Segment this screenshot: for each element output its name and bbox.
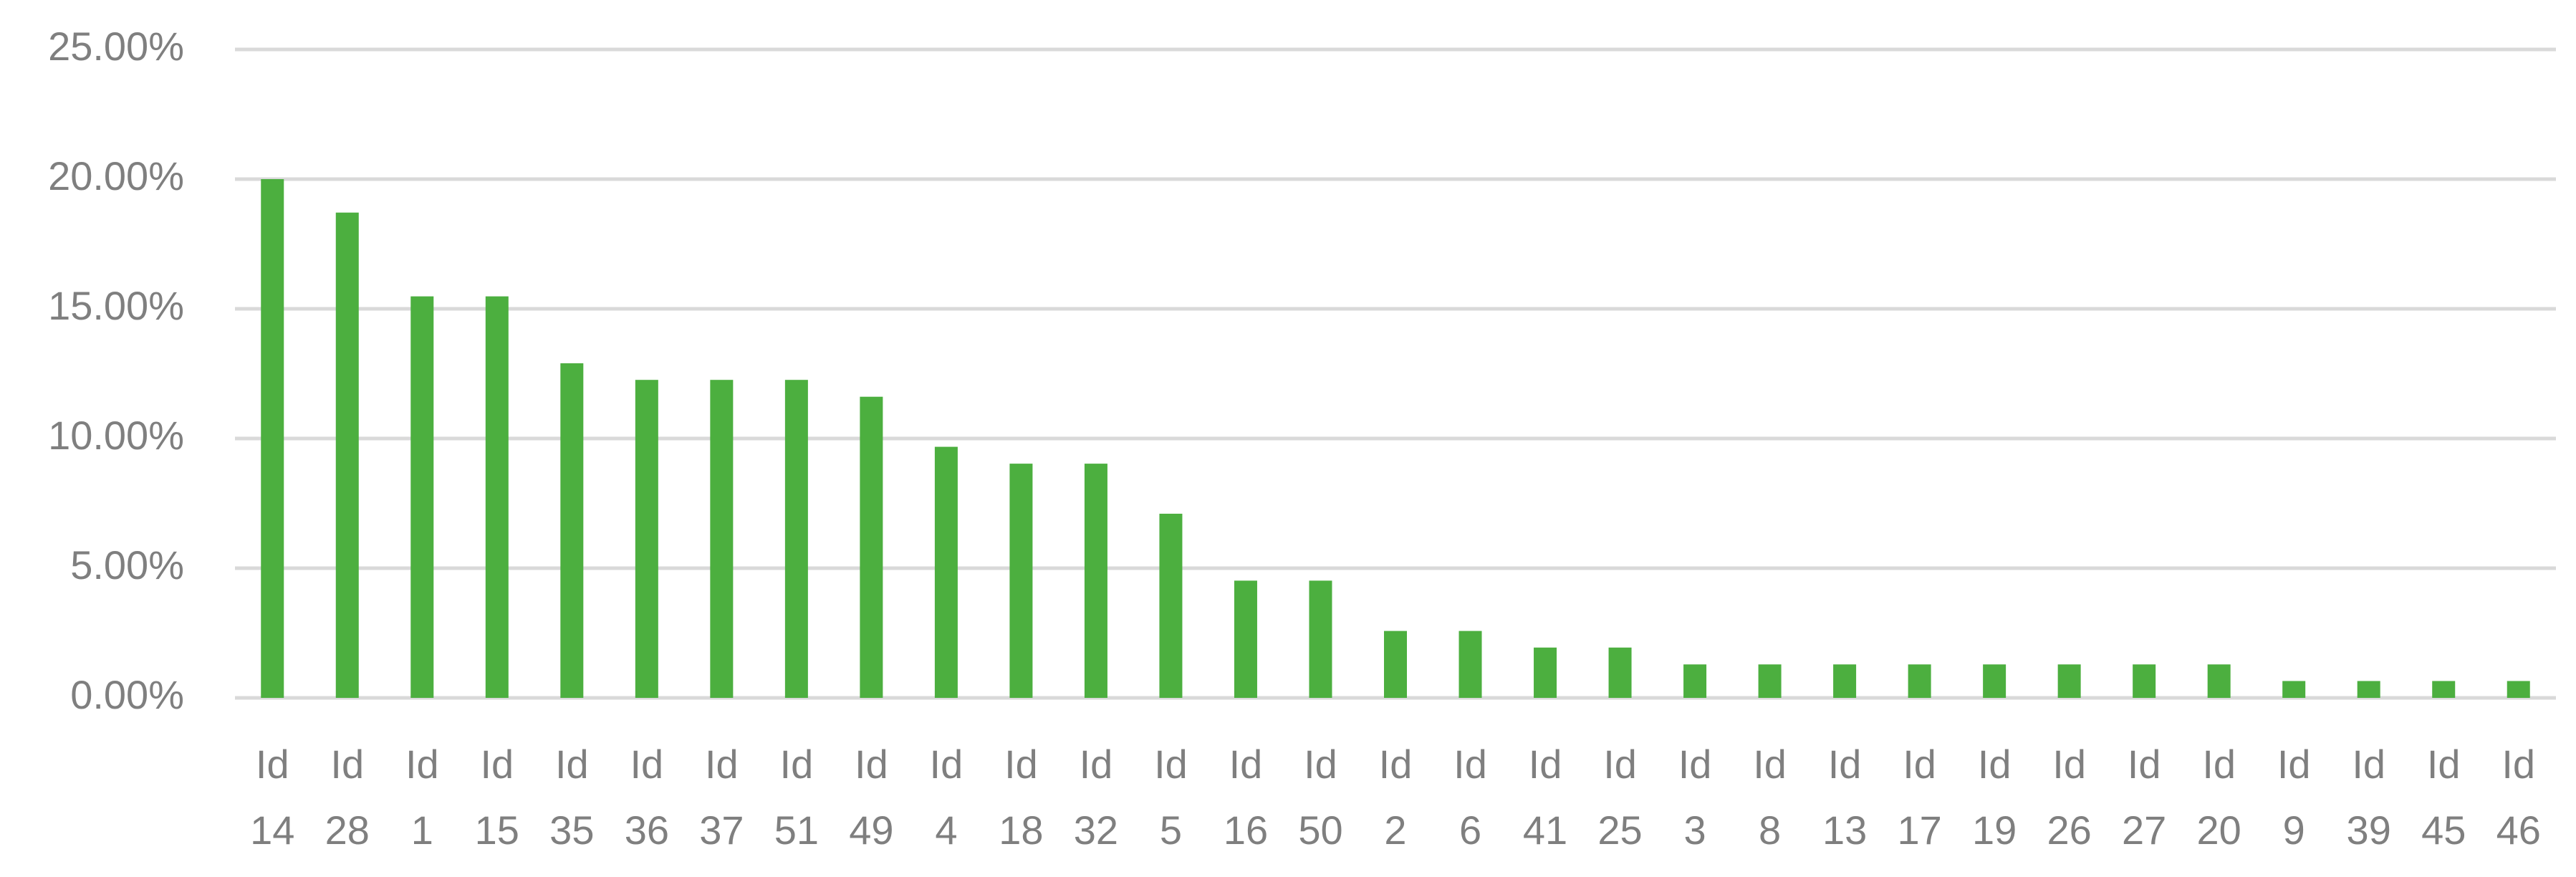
bar — [1534, 647, 1557, 698]
bar — [1683, 664, 1707, 698]
y-tick-label: 20.00% — [48, 153, 184, 198]
x-tick-label: Id 36 — [625, 742, 669, 853]
bar — [1983, 664, 2007, 698]
bar — [1159, 513, 1183, 698]
x-tick-label: Id 46 — [2496, 742, 2541, 853]
bar — [2282, 681, 2306, 698]
y-tick-label: 5.00% — [70, 542, 184, 588]
bar — [1458, 631, 1482, 698]
y-tick-label: 15.00% — [48, 283, 184, 328]
x-tick-label: Id 37 — [699, 742, 744, 853]
bar — [2207, 664, 2231, 698]
bar — [784, 380, 808, 698]
x-tick-label: Id 9 — [2277, 742, 2311, 853]
bar — [710, 380, 734, 698]
x-tick-label: Id 25 — [1597, 742, 1642, 853]
x-tick-label: Id 13 — [1822, 742, 1867, 853]
bar — [1234, 580, 1257, 698]
bar — [1833, 664, 1857, 698]
bar — [2507, 681, 2530, 698]
bar — [1908, 664, 1931, 698]
x-tick-label: Id 27 — [2122, 742, 2166, 853]
bar — [860, 396, 883, 698]
bar — [410, 296, 434, 698]
bar — [335, 212, 359, 698]
x-tick-label: Id 4 — [930, 742, 963, 853]
x-tick-label: Id 19 — [1972, 742, 2017, 853]
bar — [2357, 681, 2380, 698]
x-tick-label: Id 39 — [2347, 742, 2391, 853]
bar — [2057, 664, 2081, 698]
bar — [1384, 631, 1407, 698]
bar — [934, 446, 958, 698]
x-tick-label: Id 49 — [849, 742, 893, 853]
bar — [1009, 464, 1033, 698]
x-tick-label: Id 16 — [1224, 742, 1268, 853]
x-tick-label: Id 3 — [1678, 742, 1712, 853]
bar — [485, 296, 509, 698]
x-tick-label: Id 50 — [1298, 742, 1342, 853]
x-tick-label: Id 28 — [325, 742, 370, 853]
x-tick-label: Id 2 — [1379, 742, 1413, 853]
y-tick-label: 10.00% — [48, 413, 184, 458]
bar — [1758, 664, 1782, 698]
x-tick-label: Id 8 — [1753, 742, 1787, 853]
x-tick-label: Id 45 — [2421, 742, 2466, 853]
x-tick-label: Id 32 — [1074, 742, 1118, 853]
x-tick-label: Id 15 — [475, 742, 519, 853]
bar — [2432, 681, 2456, 698]
x-tick-label: Id 51 — [774, 742, 819, 853]
bar — [635, 380, 658, 698]
x-tick-label: Id 1 — [405, 742, 439, 853]
x-tick-label: Id 20 — [2197, 742, 2241, 853]
x-tick-label: Id 17 — [1897, 742, 1941, 853]
x-tick-label: Id 5 — [1154, 742, 1188, 853]
bar — [1608, 647, 1632, 698]
y-tick-label: 0.00% — [70, 672, 184, 717]
y-tick-label: 25.00% — [48, 24, 184, 69]
bar — [1084, 464, 1107, 698]
x-tick-label: Id 41 — [1523, 742, 1567, 853]
x-tick-label: Id 35 — [549, 742, 594, 853]
x-tick-label: Id 18 — [999, 742, 1043, 853]
bar — [2133, 664, 2156, 698]
bar — [1309, 580, 1332, 698]
bar — [261, 179, 284, 698]
x-tick-label: Id 26 — [2047, 742, 2091, 853]
x-tick-label: Id 6 — [1453, 742, 1487, 853]
bar — [560, 363, 584, 698]
x-tick-label: Id 14 — [250, 742, 294, 853]
